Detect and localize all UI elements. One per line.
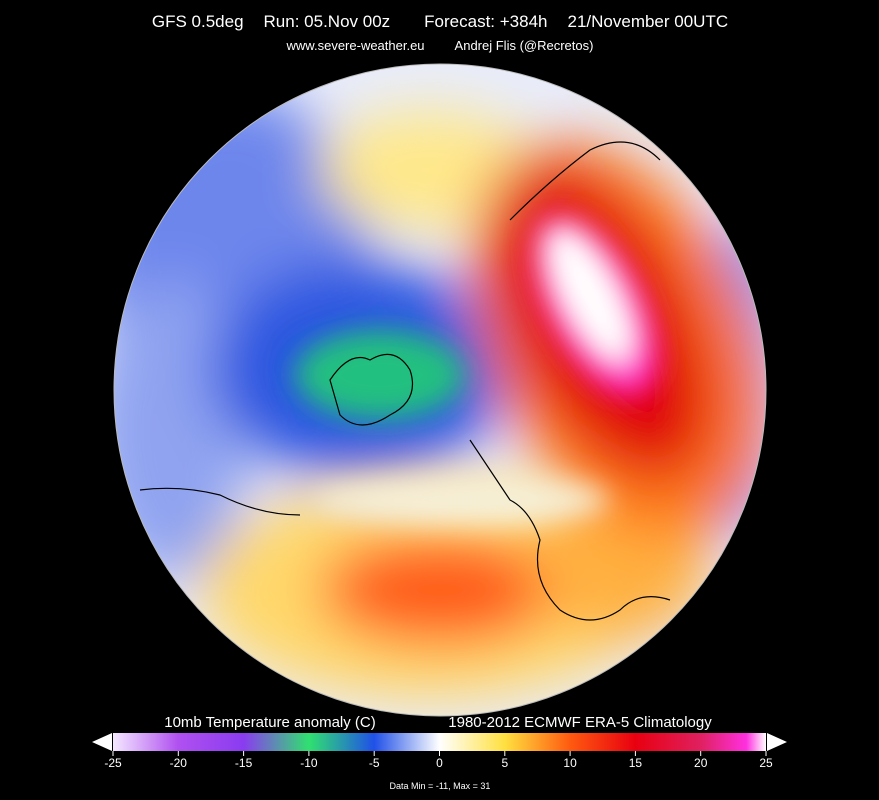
title-forecast: Forecast: +384h (424, 12, 547, 31)
title: GFS 0.5deg Run: 05.Nov 00z Forecast: +384h… (152, 12, 728, 31)
tick-label: 20 (694, 756, 708, 770)
title-model: GFS 0.5deg (152, 12, 244, 31)
tick-label: -25 (104, 756, 122, 770)
footer: Data Min = -11, Max = 31 (390, 781, 491, 791)
tick-label: -5 (369, 756, 380, 770)
tick-label: -15 (235, 756, 253, 770)
colorbar-arrow-left (92, 733, 112, 751)
title-valid: 21/November 00UTC (568, 12, 729, 31)
colorbar-source: 1980-2012 ECMWF ERA-5 Climatology (448, 714, 712, 731)
subtitle-site: www.severe-weather.eu (286, 38, 425, 53)
colorbar-label: 10mb Temperature anomaly (C) (164, 714, 375, 731)
map-edge (113, 63, 767, 717)
colorbar-ticks: -25 -20 -15 -10 -5 0 5 10 15 20 25 (104, 751, 773, 770)
tick-label: 25 (759, 756, 773, 770)
tick-label: 0 (436, 756, 443, 770)
map (114, 64, 766, 716)
tick-label: -20 (170, 756, 188, 770)
tick-label: 10 (563, 756, 577, 770)
colorbar-arrow-right (767, 733, 787, 751)
subtitle-author: Andrej Flis (@Recretos) (455, 38, 594, 53)
subtitle: www.severe-weather.eu Andrej Flis (@Recre… (286, 38, 594, 53)
tick-label: 15 (629, 756, 643, 770)
colorbar (113, 733, 766, 751)
title-run: Run: 05.Nov 00z (264, 12, 391, 31)
tick-label: -10 (300, 756, 318, 770)
tick-label: 5 (501, 756, 508, 770)
